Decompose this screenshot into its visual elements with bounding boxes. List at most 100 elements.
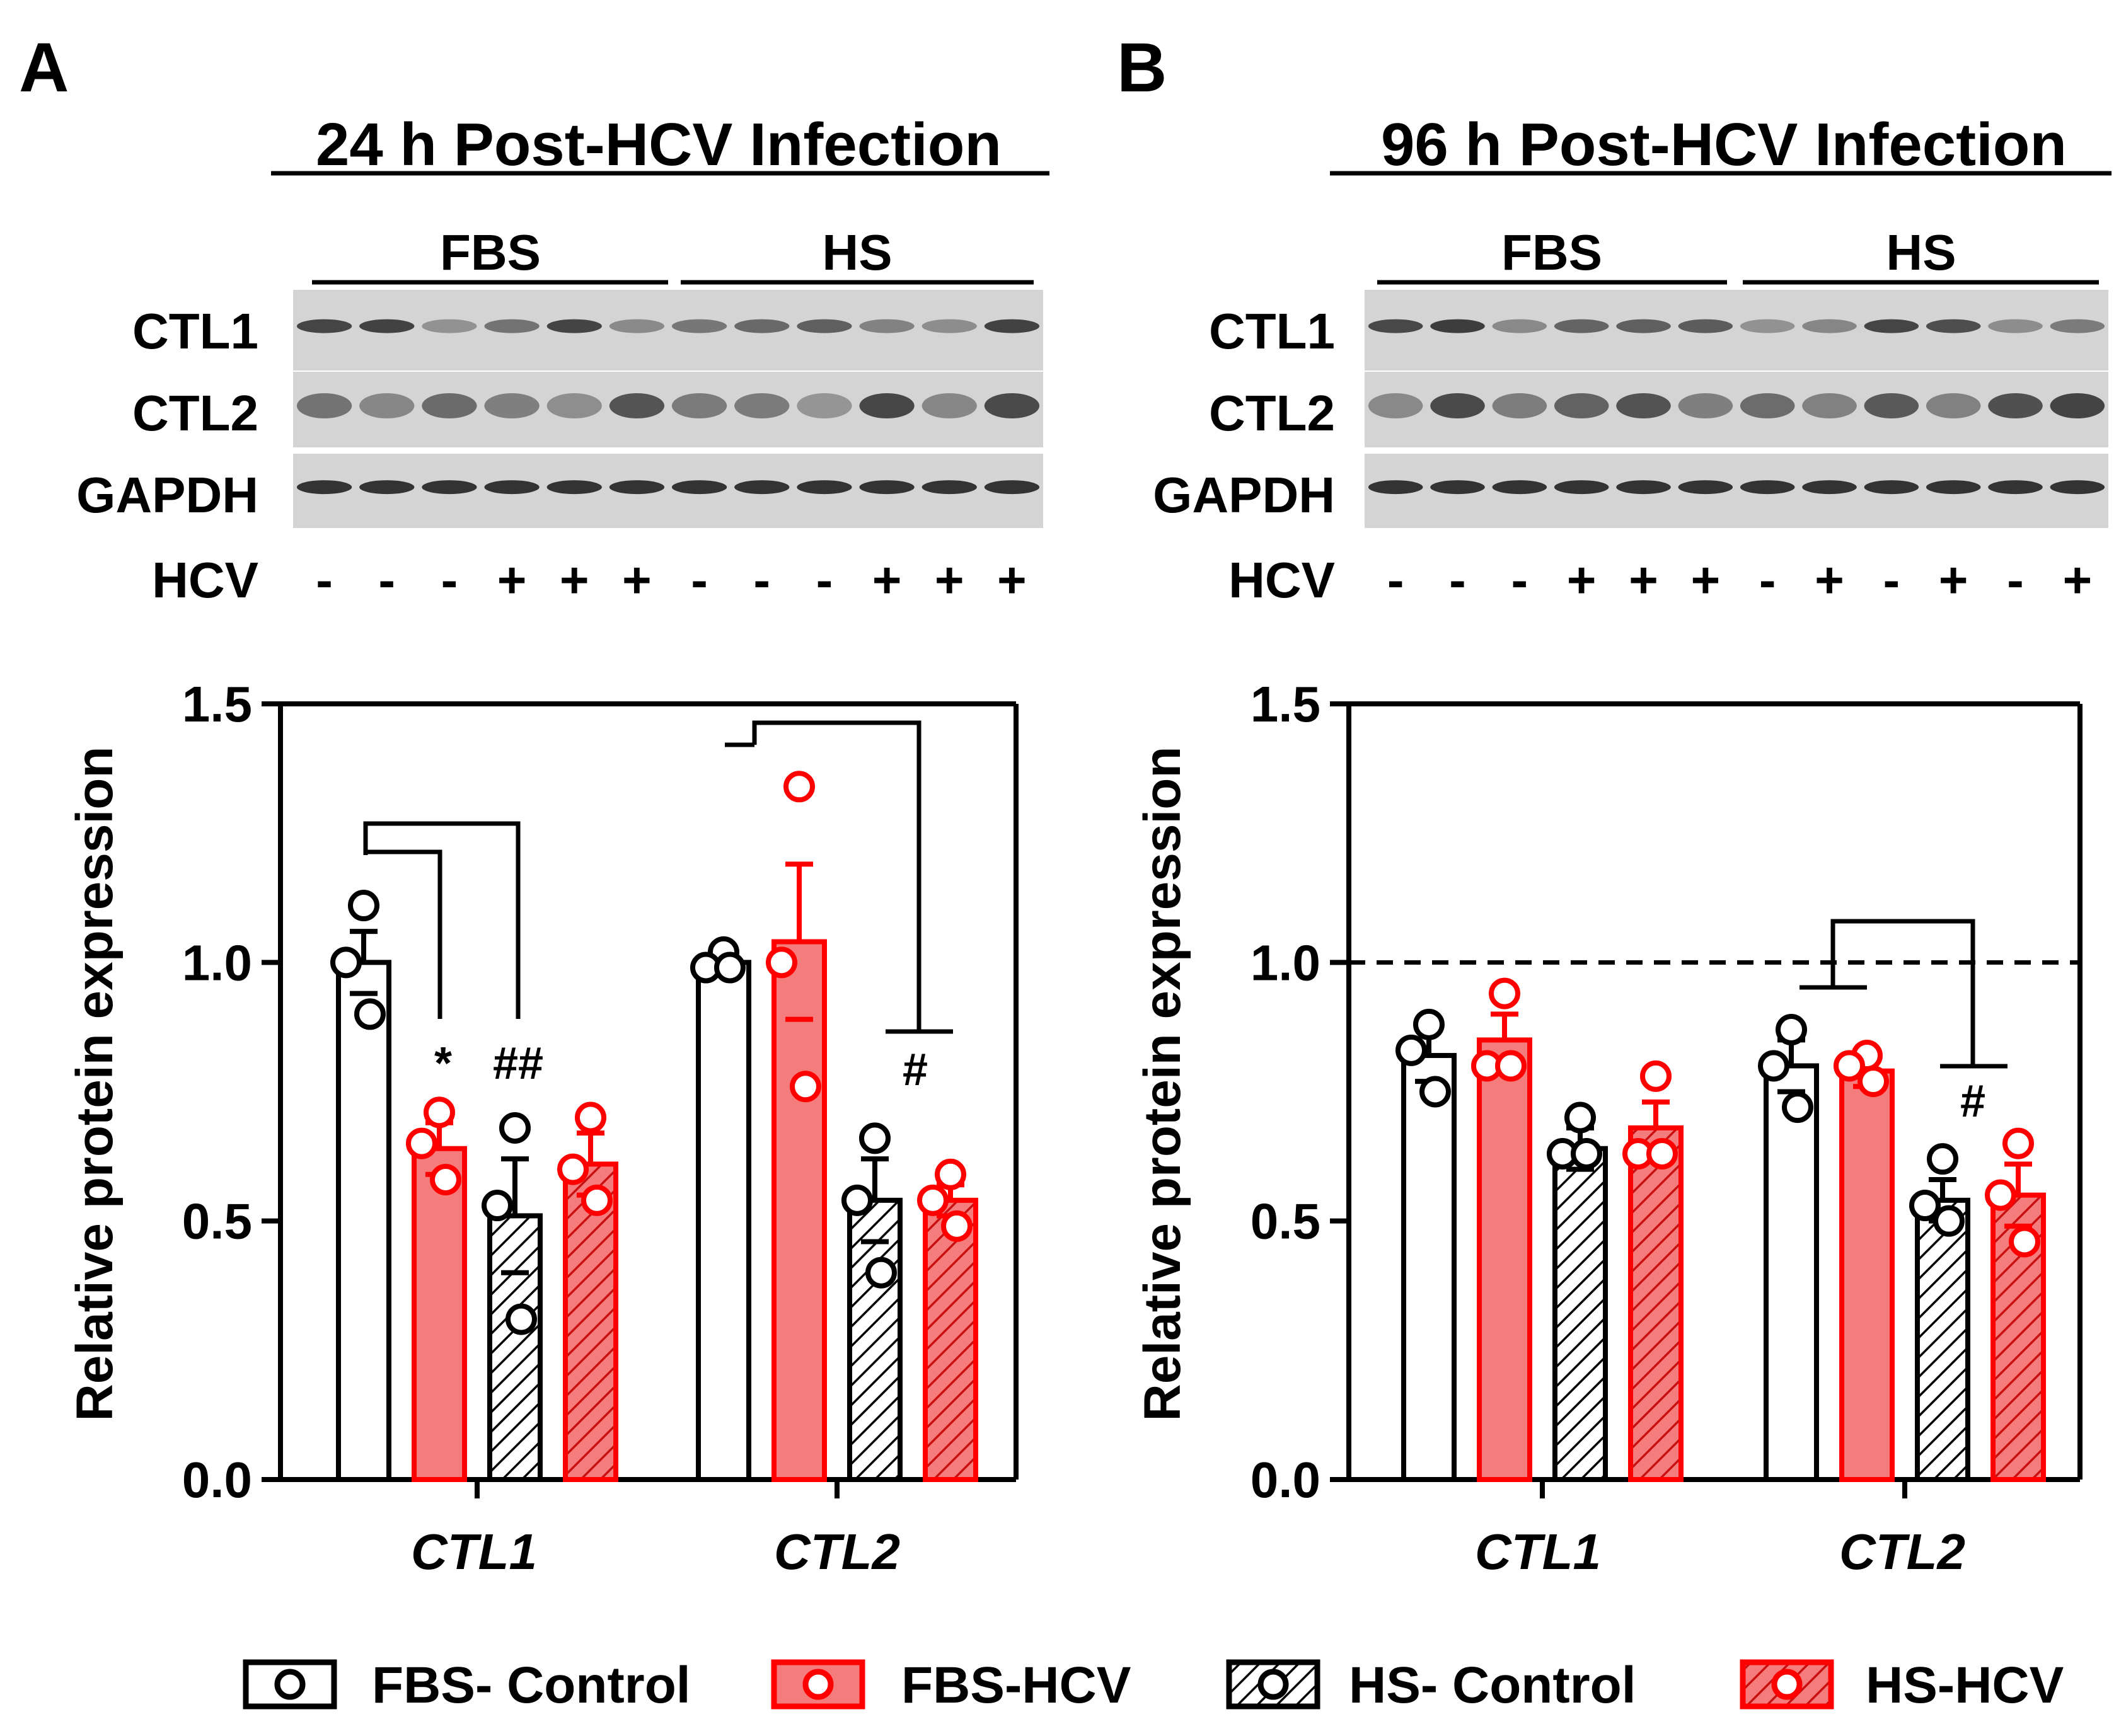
bar-2-0 — [487, 1213, 543, 1482]
data-point — [865, 1256, 897, 1289]
blot-band-ctl1 — [422, 319, 477, 333]
data-point — [783, 771, 815, 803]
blot-band-gapdh — [296, 480, 352, 495]
blot-band-gapdh — [1926, 480, 1981, 495]
blot-band-ctl2 — [1678, 393, 1733, 418]
chart-b-xtick-ctl1: CTL1 — [1475, 1524, 1601, 1580]
blot-band-ctl2 — [1616, 393, 1671, 418]
y-tick-label: 0.5 — [1251, 1193, 1320, 1250]
bracket-b-main — [1830, 919, 1975, 1066]
chart-b-significance — [1800, 919, 2008, 1069]
hcv-sign: - — [2007, 552, 2024, 608]
blot-band-ctl1 — [984, 319, 1040, 333]
blot-band-ctl1 — [1492, 319, 1547, 333]
y-tick-label: 1.5 — [182, 676, 252, 732]
blot-band-ctl1 — [1802, 319, 1857, 333]
blot-band-ctl2 — [2050, 393, 2105, 418]
hcv-sign: - — [816, 552, 833, 608]
chart-b-ylabel: Relative protein expression — [1134, 747, 1191, 1422]
hcv-sign: + — [997, 552, 1027, 608]
sig-b-hash: # — [1960, 1076, 1985, 1127]
hcv-sign: - — [1449, 552, 1466, 608]
bar-2-0 — [1552, 1146, 1608, 1482]
data-point — [2009, 1226, 2040, 1258]
blot-band-ctl1 — [1430, 319, 1485, 333]
blot-band-ctl1 — [1988, 319, 2043, 333]
blot-b-row-ctl1: CTL1 — [1209, 303, 1335, 359]
sig-a-hash: # — [903, 1045, 928, 1095]
legend-marker-fbs-control — [274, 1669, 306, 1700]
chart-b: Relative protein expression CTL1 CTL2 0.… — [1134, 676, 2083, 1580]
hcv-sign: - — [753, 552, 770, 608]
hcv-sign: - — [316, 552, 333, 608]
data-point — [1571, 1137, 1602, 1170]
blot-membrane-gapdh — [1365, 454, 2108, 528]
data-point — [499, 1112, 531, 1144]
data-point — [1758, 1050, 1789, 1082]
blot-band-ctl1 — [1926, 319, 1981, 333]
panel-a-title: 24 h Post-HCV Infection — [316, 111, 1002, 178]
blot-band-ctl2 — [1554, 393, 1609, 418]
blot-band-ctl2 — [1368, 393, 1423, 418]
data-point — [841, 1184, 873, 1216]
blot-band-gapdh — [1678, 480, 1733, 495]
legend-item-hs-control: HS- Control — [1226, 1657, 1636, 1714]
data-point — [406, 1127, 437, 1159]
legend-marker-hs-hcv — [1771, 1669, 1803, 1700]
bar-2-1 — [1915, 1197, 1970, 1482]
legend-label-hs-hcv: HS-HCV — [1866, 1657, 2064, 1714]
blot-band-gapdh — [1616, 480, 1671, 495]
hcv-sign: + — [1939, 552, 1968, 608]
data-point — [1413, 1008, 1445, 1040]
blot-band-gapdh — [422, 480, 477, 495]
blot-band-ctl2 — [859, 393, 915, 418]
blot-band-gapdh — [1554, 480, 1609, 495]
data-point — [1489, 977, 1520, 1009]
hcv-sign: - — [1883, 552, 1900, 608]
hcv-sign: + — [622, 552, 652, 608]
hcv-sign: - — [441, 552, 458, 608]
blot-band-ctl1 — [609, 319, 665, 333]
blot-band-ctl1 — [1678, 319, 1733, 333]
hcv-sign: + — [1567, 552, 1597, 608]
y-tick-label: 1.0 — [1251, 934, 1320, 991]
data-point — [430, 1164, 461, 1196]
panel-letter-a: A — [19, 29, 69, 106]
blot-band-gapdh — [671, 480, 727, 495]
blot-a-group-fbs: FBS — [440, 224, 541, 280]
y-tick-label: 1.5 — [1251, 676, 1320, 732]
hcv-sign: - — [378, 552, 395, 608]
hcv-sign: - — [691, 552, 708, 608]
blot-a-group-hs: HS — [822, 224, 892, 280]
data-point — [330, 946, 362, 979]
blot-b: FBS HS CTL1 CTL2 GAPDH HCV - - - + + + - + - + - + — [1153, 224, 2108, 608]
blot-band-ctl1 — [359, 319, 415, 333]
blot-band-gapdh — [921, 480, 977, 495]
data-point — [506, 1303, 537, 1335]
blot-band-ctl2 — [921, 393, 977, 418]
data-point — [2002, 1127, 2034, 1159]
bar-0-1 — [696, 960, 751, 1483]
data-point — [1782, 1091, 1813, 1124]
blot-b-row-gapdh: GAPDH — [1153, 467, 1335, 523]
data-point — [1495, 1050, 1527, 1082]
legend-item-fbs-hcv: FBS-HCV — [771, 1657, 1131, 1714]
blot-b-hcv-label: HCV — [1228, 552, 1335, 608]
data-point — [714, 951, 746, 984]
bar-1-1 — [771, 939, 827, 1483]
hcv-sign: - — [1759, 552, 1776, 608]
data-point — [1933, 1205, 1965, 1237]
data-point — [859, 1122, 891, 1154]
data-point — [1909, 1190, 1941, 1222]
blot-band-ctl2 — [422, 393, 477, 418]
blot-band-ctl2 — [734, 393, 790, 418]
blot-band-ctl1 — [1554, 319, 1609, 333]
bar-1-0 — [412, 1146, 467, 1482]
legend: FBS- Control FBS-HCV HS- Control HS-HCV — [243, 1657, 2064, 1714]
panel-letter-b: B — [1117, 29, 1167, 106]
legend-label-fbs-hcv: FBS-HCV — [901, 1657, 1131, 1714]
blot-band-ctl2 — [1988, 393, 2043, 418]
data-point — [557, 1153, 589, 1185]
bar-1-1 — [1839, 1068, 1895, 1482]
blot-band-ctl1 — [484, 319, 540, 333]
